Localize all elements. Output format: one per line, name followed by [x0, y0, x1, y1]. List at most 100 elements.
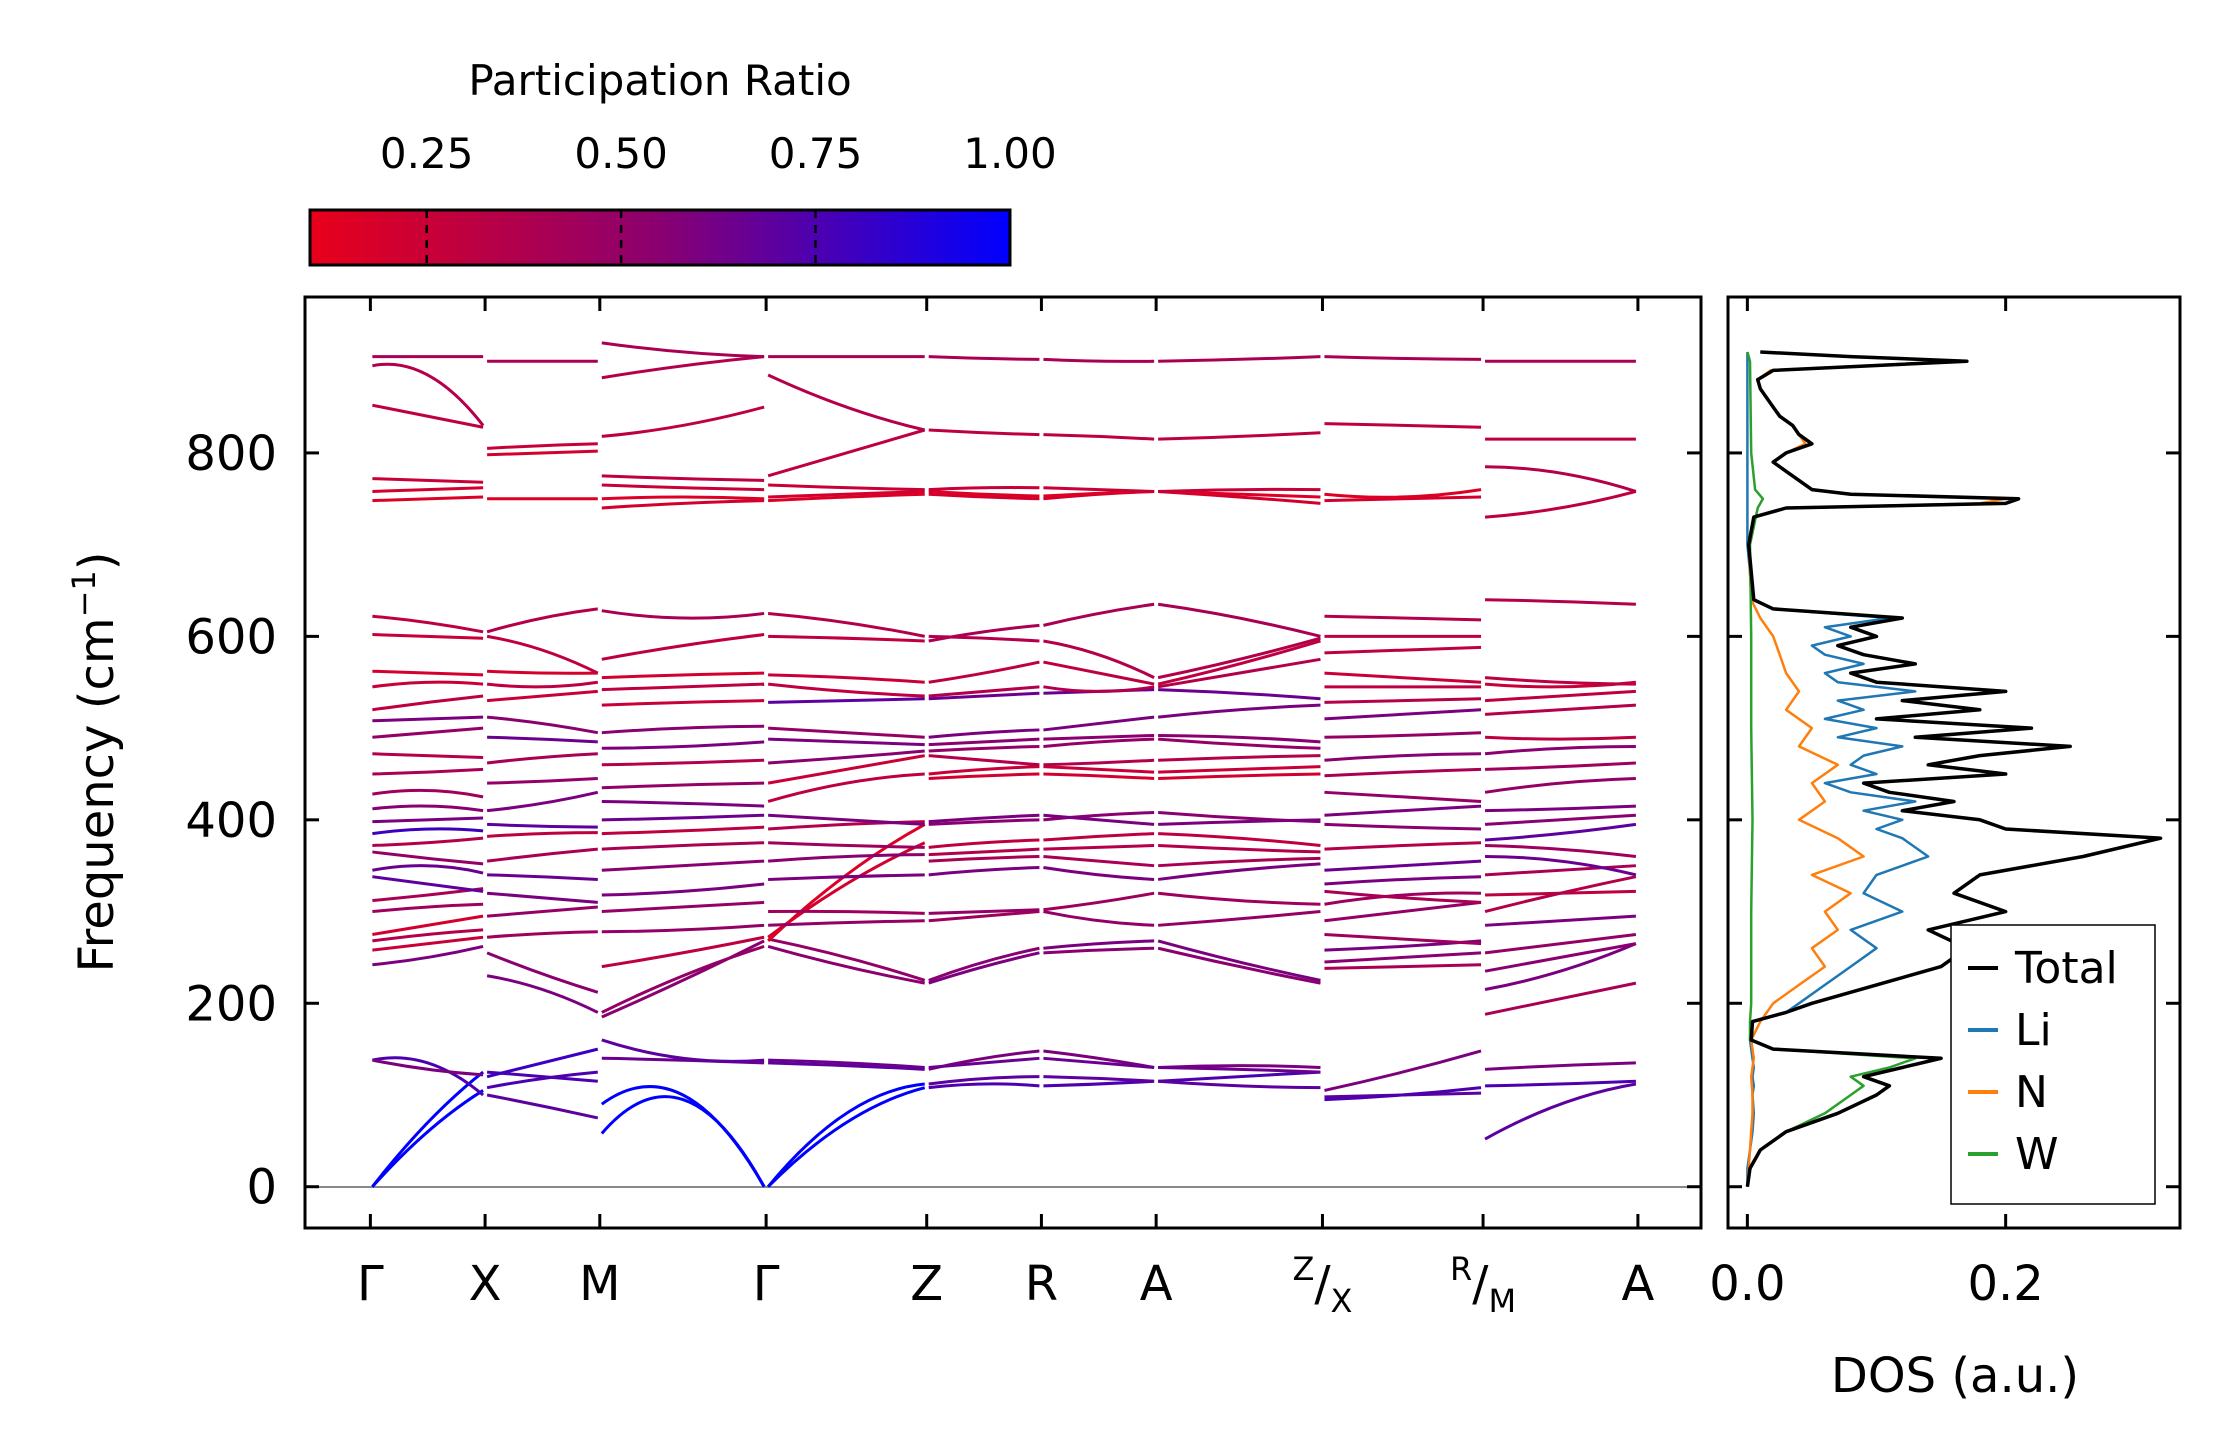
phonon-band — [1158, 688, 1321, 701]
phonon-band — [1043, 685, 1155, 693]
phonon-band — [486, 634, 599, 675]
phonon-band — [1043, 357, 1155, 363]
phonon-band — [1157, 657, 1321, 689]
phonon-band — [1158, 844, 1321, 854]
phonon-band — [1158, 910, 1321, 927]
phonon-band — [928, 737, 1040, 747]
phonon-band — [1157, 939, 1321, 982]
y-tick-label: 0 — [246, 1160, 277, 1216]
k-point-label: A — [1621, 1256, 1654, 1312]
band-structure-panel: 0 200 400 600 800 Γ X M Γ Z R A Z/X R/M A Frequency (… — [65, 295, 1703, 1320]
phonon-band — [486, 951, 599, 994]
phonon-band — [1043, 660, 1155, 686]
phonon-band — [372, 633, 484, 640]
phonon-band — [1158, 733, 1321, 744]
phonon-band — [601, 682, 765, 692]
k-point-label: Z — [910, 1256, 943, 1312]
phonon-band — [1485, 465, 1637, 493]
k-point-label: Γ — [357, 1256, 384, 1312]
phonon-band — [768, 873, 925, 881]
phonon-band — [601, 341, 765, 359]
phonon-band — [928, 765, 1040, 776]
phonon-band — [1485, 761, 1636, 771]
phonon-band — [486, 974, 599, 1014]
phonon-band — [372, 669, 484, 677]
phonon-band — [1324, 963, 1482, 970]
phonon-band — [1043, 602, 1155, 627]
dos-legend: Total Li NW — [1950, 924, 2156, 1205]
phonon-band — [487, 822, 598, 829]
phonon-band — [601, 724, 765, 735]
phonon-band — [1484, 813, 1637, 826]
phonon-band — [1158, 772, 1321, 781]
phonon-band — [372, 928, 484, 943]
phonon-band — [1043, 737, 1155, 748]
phonon-band — [1324, 889, 1482, 904]
phonon-band — [372, 935, 484, 952]
phonon-band — [1485, 1079, 1636, 1088]
phonon-band — [1484, 703, 1637, 716]
phonon-band — [601, 935, 765, 969]
legend-label: W — [2015, 1129, 2059, 1180]
phonon-band — [928, 1082, 1040, 1090]
k-point-label: A — [1140, 1256, 1173, 1312]
phonon-band — [486, 930, 598, 939]
phonon-band — [486, 607, 598, 634]
phonon-band — [1484, 942, 1637, 991]
phonon-band — [487, 777, 598, 785]
phonon-band — [600, 1095, 766, 1188]
phonon-band — [928, 634, 1040, 643]
phonon-band — [601, 923, 765, 934]
k-point-label: R — [1025, 1256, 1058, 1312]
phonon-band — [1043, 486, 1155, 493]
phonon-band — [768, 726, 925, 739]
phonon-band — [1324, 932, 1482, 946]
phonon-band — [486, 1093, 599, 1120]
phonon-band — [768, 697, 925, 704]
phonon-band — [486, 680, 599, 689]
phonon-band — [1484, 1082, 1637, 1141]
phonon-band — [372, 944, 484, 967]
phonon-band — [928, 685, 1040, 698]
phonon-band — [1043, 855, 1155, 868]
phonon-band — [1324, 767, 1482, 778]
phonon-band — [486, 891, 598, 904]
phonon-band — [1484, 875, 1637, 914]
phonon-band — [768, 853, 925, 863]
phonon-band — [1043, 1056, 1155, 1069]
legend-label: Total — [2014, 943, 2118, 994]
phonon-band — [372, 694, 484, 712]
phonon-band — [601, 825, 765, 836]
phonon-band — [928, 946, 1040, 982]
phonon-band — [928, 855, 1040, 863]
phonon-band — [768, 919, 925, 927]
phonon-band — [372, 914, 484, 936]
phonon-band — [768, 1061, 925, 1071]
phonon-band — [1324, 645, 1482, 655]
phonon-band — [768, 737, 925, 747]
phonon-band — [928, 744, 1040, 753]
phonon-band — [1158, 832, 1321, 848]
phonon-band — [486, 1070, 598, 1090]
phonon-band — [1157, 703, 1321, 719]
phonon-band — [601, 781, 765, 790]
phonon-band — [1324, 822, 1482, 831]
phonon-band — [1158, 856, 1321, 868]
phonon-band — [372, 1056, 485, 1097]
phonon-band — [371, 1089, 484, 1188]
phonon-band — [928, 813, 1040, 824]
colorbar-gradient — [308, 208, 1012, 267]
dos-curve-w — [1746, 351, 1917, 1187]
phonon-band — [486, 847, 598, 863]
phonon-band — [928, 428, 1040, 437]
dos-curves — [1745, 350, 2163, 1187]
phonon-band — [601, 405, 765, 438]
phonon-band — [928, 1056, 1040, 1069]
phonon-band — [1324, 614, 1482, 622]
phonon-band — [928, 691, 1040, 701]
dos-x-axis: 0.0 0.2 — [1709, 297, 2044, 1312]
phonon-band — [487, 873, 598, 881]
phonon-band — [1043, 733, 1155, 741]
phonon-band — [1484, 914, 1637, 927]
dos-y-ticks — [1728, 451, 2180, 1189]
